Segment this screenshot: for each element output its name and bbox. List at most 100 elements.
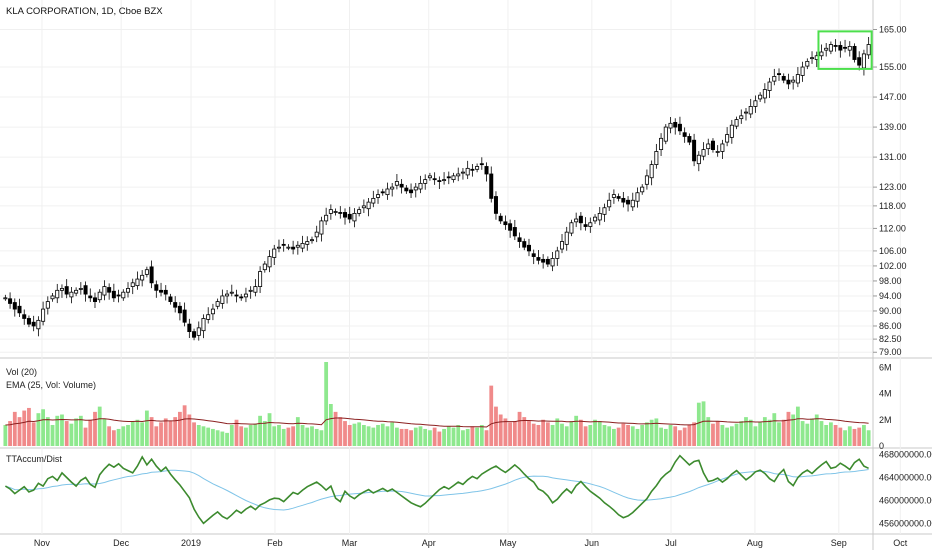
x-tick-label: Nov	[34, 538, 51, 548]
candle-body	[97, 291, 102, 301]
volume-bar	[159, 422, 163, 446]
candle-body	[588, 222, 593, 227]
price-tick-label: 139.00	[879, 122, 907, 132]
volume-bar	[494, 406, 498, 446]
volume-bar	[258, 415, 262, 446]
volume-bar	[541, 419, 546, 446]
volume-bar	[3, 425, 8, 446]
volume-bar	[616, 427, 621, 446]
volume-bar	[748, 419, 753, 446]
candle-body	[126, 288, 131, 293]
volume-bar	[78, 415, 83, 446]
candle-body	[611, 194, 616, 198]
volume-bar	[338, 417, 343, 446]
candle-body	[413, 186, 418, 191]
candle-body	[715, 151, 720, 153]
volume-bar	[310, 426, 314, 446]
candle-body	[88, 295, 93, 299]
candle-body	[286, 246, 291, 249]
candle-body	[451, 175, 456, 181]
x-tick-label: Aug	[747, 538, 763, 548]
candle-body	[692, 139, 697, 162]
candle-body	[493, 196, 498, 214]
volume-bar	[791, 414, 796, 446]
candle-body	[399, 183, 404, 188]
candle-body	[574, 218, 579, 223]
volume-bar	[626, 425, 630, 446]
candle-body	[828, 44, 833, 52]
candle-body	[517, 237, 522, 242]
candle-body	[314, 231, 319, 238]
volume-bar	[852, 428, 857, 446]
candle-body	[376, 194, 381, 198]
volume-bar	[135, 419, 140, 446]
candle-body	[479, 163, 484, 166]
candle-body	[404, 187, 409, 192]
candle-body	[668, 122, 673, 129]
candle-body	[281, 243, 286, 246]
candle-body	[847, 45, 852, 51]
volume-bar	[149, 417, 154, 446]
candle-body	[55, 289, 60, 299]
volume-bar	[588, 425, 593, 446]
volume-ema-line	[5, 417, 869, 428]
volume-bar	[635, 428, 640, 446]
price-tick-label: 90.00	[879, 306, 902, 316]
volume-bar	[824, 425, 829, 446]
price-tick-label: 106.00	[879, 246, 907, 256]
volume-bar	[187, 414, 192, 446]
candle-body	[677, 123, 682, 132]
volume-bar	[527, 421, 531, 446]
volume-bar	[645, 422, 649, 446]
volume-bar	[22, 410, 27, 446]
candle-body	[758, 94, 763, 100]
candle-body	[852, 45, 857, 60]
volume-bar	[281, 428, 286, 446]
volume-bar	[8, 421, 12, 446]
candle-body	[83, 285, 88, 295]
volume-bar	[668, 425, 673, 446]
candle-body	[578, 215, 583, 224]
candle-body	[319, 220, 324, 235]
volume-bar	[729, 426, 734, 446]
candle-body	[696, 154, 701, 165]
candle-body	[149, 266, 154, 284]
candle-body	[352, 212, 357, 222]
candle-body	[748, 106, 753, 115]
candle-body	[706, 143, 711, 150]
volume-bar	[602, 425, 607, 446]
volume-bar	[225, 432, 229, 446]
volume-bar	[640, 425, 645, 446]
candle-body	[475, 166, 480, 170]
candle-body	[838, 45, 843, 51]
candle-body	[545, 258, 550, 265]
volume-bar	[324, 362, 329, 446]
candle-body	[116, 294, 121, 297]
volume-bar	[206, 427, 211, 446]
volume-bar	[725, 427, 730, 446]
candle-body	[583, 224, 588, 227]
candle-body	[659, 137, 664, 150]
accum-dist-line	[4, 454, 869, 525]
candle-body	[347, 213, 352, 220]
volume-bar	[451, 427, 456, 446]
volume-bar	[781, 419, 786, 446]
accum-tick-label: 468000000.00	[879, 450, 932, 460]
candle-body	[295, 244, 300, 248]
volume-bar	[536, 425, 541, 446]
volume-bar	[413, 427, 418, 446]
volume-bar	[201, 426, 206, 446]
candle-body	[654, 151, 659, 166]
candle-body	[3, 297, 8, 300]
candle-body	[343, 212, 348, 218]
volume-bar	[262, 421, 267, 446]
ema-title: EMA (25, Vol: Volume)	[6, 380, 96, 390]
candle-body	[644, 175, 649, 185]
volume-bar	[550, 425, 555, 446]
candle-body	[460, 171, 465, 174]
candle-body	[456, 173, 461, 177]
candle-body	[135, 278, 140, 287]
candle-body	[262, 263, 267, 271]
volume-bar	[319, 430, 324, 446]
candle-body	[394, 181, 399, 186]
